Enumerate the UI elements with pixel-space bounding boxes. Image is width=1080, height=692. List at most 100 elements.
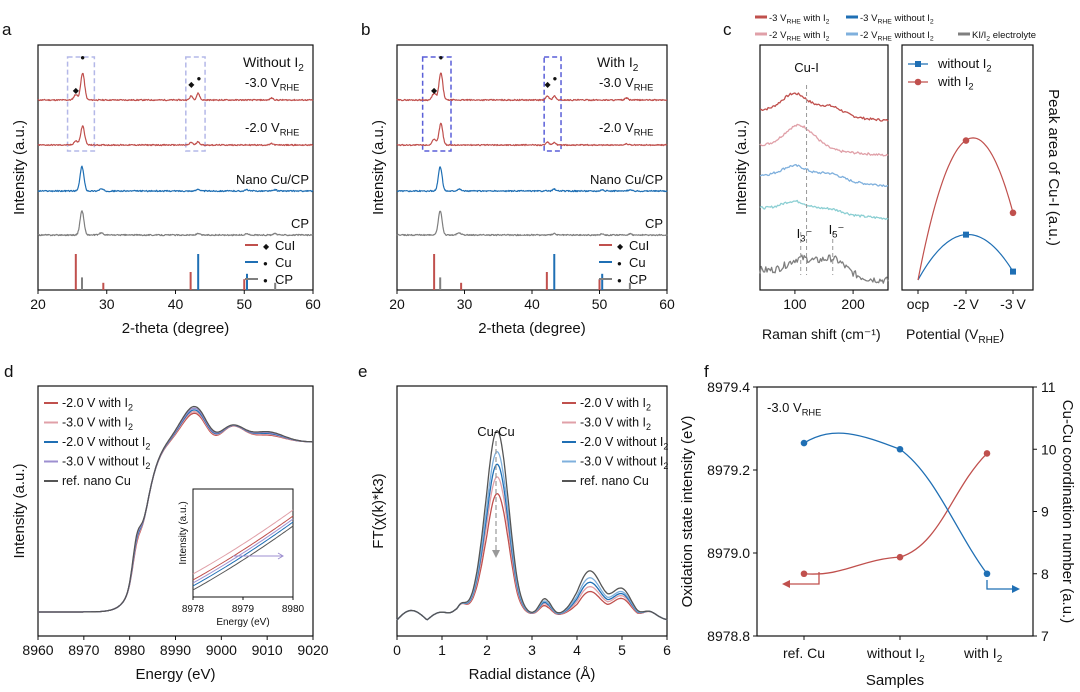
text-span: -3 V xyxy=(769,13,787,24)
text-span: with I xyxy=(801,30,826,41)
legend-label: -3 VRHE​ with I2​ xyxy=(769,13,830,26)
panel-note: Without I2​ xyxy=(243,54,304,74)
panel-letter: e xyxy=(358,362,367,381)
annotation-cu-cu: Cu-Cu xyxy=(477,424,515,439)
y-tick-label: 8979.2 xyxy=(707,462,750,478)
subscript: 3 xyxy=(800,234,805,244)
data-point xyxy=(896,445,904,453)
x-tick-label: 100 xyxy=(783,296,807,312)
text-span: without I xyxy=(892,30,930,41)
text-span: -2.0 V xyxy=(245,120,280,135)
text-span: ref. nano Cu xyxy=(62,474,131,488)
text-span: ) xyxy=(1000,326,1005,342)
text-span: Raman shift (cm xyxy=(762,326,864,342)
panel-letter: c xyxy=(723,20,732,39)
legend-symbol: ● xyxy=(263,276,268,285)
xrd-series-line xyxy=(396,72,668,102)
dual-axis-curve xyxy=(803,452,988,575)
y-axis-label: FT(χ(k)*k3) xyxy=(370,473,387,548)
x-axis-label: Potential (VRHE​) xyxy=(906,326,1004,346)
x-tick-label: 60 xyxy=(659,296,675,312)
raman-frame xyxy=(759,44,889,291)
legend-label: -2.0 V without I2​ xyxy=(62,435,150,452)
text-span: -3.0 V xyxy=(245,75,280,90)
text-span: -3.0 V xyxy=(767,400,802,415)
legend-label: -3 VRHE​ without I2​ xyxy=(860,13,934,26)
y-axis-label-right: Peak area of Cu-I (a.u.) xyxy=(1045,89,1062,246)
x-axis-label: Radial distance (Å) xyxy=(469,666,596,683)
curve-label: Nano Cu/CP xyxy=(590,172,663,187)
x-tick-label: 40 xyxy=(168,296,184,312)
subscript: 2 xyxy=(145,461,150,471)
x-tick-label: 5 xyxy=(618,642,626,658)
x-axis-label: Raman shift (cm⁻¹) xyxy=(762,326,881,342)
subscript: RHE xyxy=(877,19,892,26)
text-span: with I xyxy=(963,645,997,661)
subscript: 2 xyxy=(986,64,991,74)
data-point xyxy=(800,570,808,578)
highlight-box xyxy=(543,56,562,152)
inset-tick-label: 8980 xyxy=(282,604,305,615)
subscript: 2 xyxy=(968,82,973,92)
panel-note: -3.0 VRHE​ xyxy=(767,400,821,418)
subscript: 5 xyxy=(832,230,837,240)
legend-label: -3.0 V without I2​ xyxy=(62,455,150,472)
text-span: KI/I xyxy=(972,30,986,41)
x-tick-label: without I2​ xyxy=(866,645,925,665)
subscript: 2 xyxy=(997,654,1003,665)
peak-marker: ◆ xyxy=(188,80,195,89)
legend-symbol: ● xyxy=(617,276,622,285)
highlight-box xyxy=(421,56,452,152)
subscript: 2 xyxy=(145,442,150,452)
x-tick-label: -3 V xyxy=(1000,296,1026,312)
legend-label: CuI xyxy=(275,238,295,253)
y-axis-label: Intensity (a.u.) xyxy=(370,120,387,215)
y-axis-label: Intensity (a.u.) xyxy=(11,120,28,215)
text-span: -2.0 V with I xyxy=(62,396,128,410)
inset-series-line xyxy=(192,525,294,591)
subscript: RHE xyxy=(634,83,654,93)
legend-label: -3.0 V with I2​ xyxy=(62,416,133,433)
inset-tick-label: 8979 xyxy=(232,604,255,615)
x-tick-label: 50 xyxy=(592,296,608,312)
y-axis-label: Oxidation state intensity (eV) xyxy=(679,416,696,608)
peak-marker: ◆ xyxy=(73,86,80,95)
panel-letter: d xyxy=(4,362,13,381)
x-axis-label: 2-theta (degree) xyxy=(478,320,586,337)
raman-series-line xyxy=(759,254,889,284)
x-tick-label: 30 xyxy=(99,296,115,312)
text-span: I xyxy=(829,222,833,237)
y-tick-label: 8979.0 xyxy=(707,545,750,561)
curve-label: -3.0 VRHE​ xyxy=(599,75,653,93)
annotation-i3: I3​⁻ xyxy=(797,226,813,244)
legend-label: Cu xyxy=(275,255,292,270)
text-span: without I xyxy=(937,56,986,71)
text-span: ⁻ xyxy=(805,226,812,241)
legend-label: -3.0 V without I2​ xyxy=(580,455,668,472)
legend-label: -2.0 V without I2​ xyxy=(580,435,668,452)
legend-label: CP xyxy=(629,272,647,287)
y-tick-label-right: 7 xyxy=(1041,628,1049,644)
text-span: ) xyxy=(370,473,387,478)
panel-letter: a xyxy=(2,20,12,39)
subscript: RHE xyxy=(634,128,654,138)
y-tick-label-right: 10 xyxy=(1041,441,1057,457)
peak-marker: ◆ xyxy=(544,80,551,89)
xanes-series-line xyxy=(38,405,313,613)
inset-series-line xyxy=(192,515,294,581)
curve-label: -3.0 VRHE​ xyxy=(245,75,299,93)
text-span: -3.0 V with I xyxy=(62,416,128,430)
text-span: -3 V xyxy=(860,13,878,24)
inset-frame xyxy=(192,488,294,598)
text-span: -2 V xyxy=(769,30,787,41)
right-axis-arrow xyxy=(986,580,1016,590)
x-tick-label: 20 xyxy=(389,296,405,312)
subscript: 2 xyxy=(633,63,639,74)
x-tick-label: with I2​ xyxy=(963,645,1003,665)
x-tick-label: 8970 xyxy=(68,642,99,658)
text-span: With I xyxy=(597,54,633,70)
y-axis-label-right: Cu-Cu coordination number (a.u.) xyxy=(1059,400,1076,623)
data-point xyxy=(983,570,991,578)
text-span: electrolyte xyxy=(990,30,1036,41)
y-tick-label-right: 8 xyxy=(1041,566,1049,582)
